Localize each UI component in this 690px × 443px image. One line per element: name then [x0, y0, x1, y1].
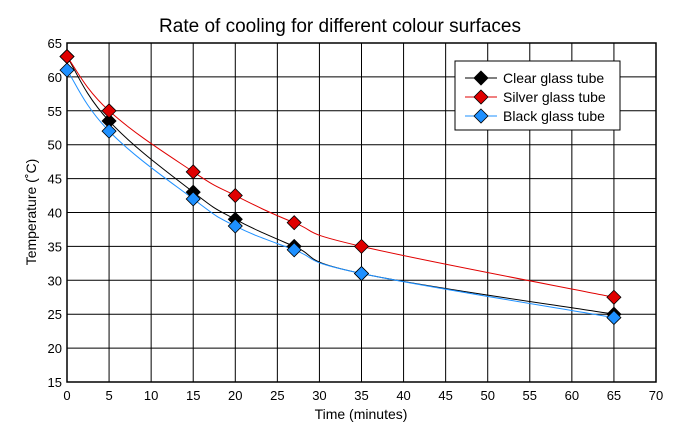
y-tick-label: 15 — [48, 375, 62, 390]
data-point-2 — [227, 218, 243, 234]
legend-label: Black glass tube — [503, 108, 605, 124]
x-tick-label: 5 — [105, 388, 112, 403]
x-tick-label: 10 — [144, 388, 158, 403]
y-tick-label: 20 — [48, 341, 62, 356]
data-point-1 — [185, 164, 201, 180]
data-point-2 — [286, 242, 302, 258]
plot-frame — [66, 42, 657, 383]
x-axis-label: Time (minutes) — [315, 406, 408, 422]
chart-title: Rate of cooling for different colour sur… — [159, 16, 521, 37]
series-line-1 — [66, 56, 615, 298]
legend-marker — [473, 70, 489, 86]
y-tick-label: 45 — [48, 172, 62, 187]
y-tick-label: 60 — [48, 70, 62, 85]
y-tick-label: 40 — [48, 206, 62, 221]
data-point-2 — [353, 265, 370, 282]
x-tick-label: 50 — [480, 388, 494, 403]
series-markers — [59, 48, 622, 326]
x-tick-label: 70 — [649, 388, 663, 403]
legend-marker — [473, 89, 489, 105]
y-tick-label: 65 — [48, 36, 62, 51]
legend-marker — [473, 108, 489, 124]
data-point-2 — [101, 123, 117, 139]
x-tick-label: 55 — [523, 388, 537, 403]
y-tick-label: 30 — [48, 273, 62, 288]
x-tick-label: 30 — [312, 388, 326, 403]
series-lines — [66, 56, 615, 319]
y-tick-label: 25 — [48, 307, 62, 322]
legend-label: Silver glass tube — [503, 89, 606, 105]
data-point-1 — [101, 103, 117, 119]
data-point-1 — [59, 48, 75, 65]
data-point-2 — [606, 310, 622, 326]
data-point-2 — [59, 62, 75, 78]
x-tick-label: 15 — [186, 388, 200, 403]
data-point-2 — [185, 191, 201, 207]
series-line-2 — [66, 69, 615, 319]
x-tick-label: 45 — [438, 388, 452, 403]
data-point-1 — [606, 289, 622, 305]
x-tick-label: 40 — [396, 388, 410, 403]
legend: Clear glass tube Silver glass tube Black g… — [454, 60, 621, 131]
x-tick-label: 0 — [63, 388, 70, 403]
x-tick-label: 20 — [228, 388, 242, 403]
data-point-1 — [227, 187, 243, 204]
y-axis-label: Temperature (˚C) — [23, 159, 39, 266]
x-tick-labels: 0 5 10 15 20 25 30 35 40 45 50 55 60 65 70 — [63, 388, 663, 403]
x-tick-label: 65 — [607, 388, 621, 403]
y-tick-label: 50 — [48, 138, 62, 153]
x-tick-label: 60 — [565, 388, 579, 403]
data-point-1 — [286, 215, 302, 231]
x-tick-label: 25 — [270, 388, 284, 403]
y-tick-label: 35 — [48, 239, 62, 254]
x-tick-label: 35 — [354, 388, 368, 403]
y-tick-labels: 15 20 25 30 35 40 45 50 55 60 65 — [48, 36, 62, 390]
y-tick-label: 55 — [48, 104, 62, 119]
data-point-1 — [353, 238, 370, 254]
legend-label: Clear glass tube — [503, 70, 604, 86]
